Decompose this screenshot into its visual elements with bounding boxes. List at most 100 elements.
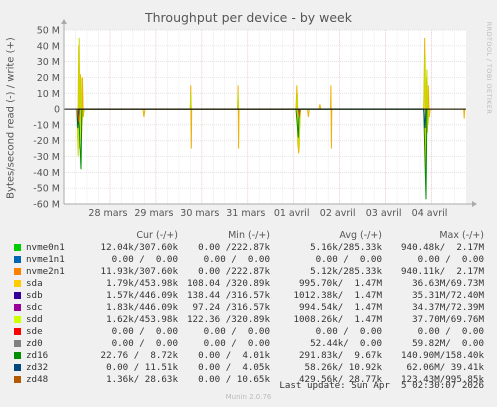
y-tick-label: -10 M — [33, 120, 60, 131]
legend-min: 0.00 / 4.05k — [198, 362, 270, 373]
legend-cur: 1.79k/453.98k — [106, 278, 178, 289]
legend-name: sde — [26, 326, 43, 337]
legend-avg: 5.16k/285.33k — [310, 242, 382, 253]
legend-header-max: Max (-/+) — [439, 230, 484, 241]
x-tick-label: 04 avril — [412, 208, 448, 219]
legend-max: 37.70M/69.76M — [412, 314, 484, 325]
legend-name: sdb — [26, 290, 43, 301]
legend-cur: 0.00 / 0.00 — [111, 326, 178, 337]
y-tick-label: 50 M — [37, 26, 60, 37]
legend-row-sda: sda 1.79k/453.98k 108.04 /320.89k 995.70k/ … — [0, 278, 497, 290]
legend-swatch — [14, 316, 21, 323]
legend-cur: 0.00 / 0.00 — [111, 254, 178, 265]
y-tick-label: 40 M — [37, 41, 60, 52]
legend-max: 0.00 / 0.00 — [417, 326, 484, 337]
last-update: Last update: Sun Apr 5 02:30:07 2026 — [279, 380, 484, 391]
legend-avg: 1008.26k/ 1.47M — [293, 314, 382, 325]
legend-min: 122.36 /320.89k — [187, 314, 270, 325]
legend-cur: 11.93k/307.60k — [100, 266, 178, 277]
legend-min: 108.04 /320.89k — [187, 278, 270, 289]
legend-min: 97.24 /316.57k — [192, 302, 270, 313]
legend-swatch — [14, 340, 21, 347]
legend-min: 0.00 / 4.01k — [198, 350, 270, 361]
legend-swatch — [14, 304, 21, 311]
legend-row-nvme2n1: nvme2n1 11.93k/307.60k 0.00 /222.87k 5.12k/… — [0, 266, 497, 278]
legend-cur: 1.62k/453.98k — [106, 314, 178, 325]
legend-cur: 1.83k/446.09k — [106, 302, 178, 313]
legend-name: sdc — [26, 302, 43, 313]
legend-name: zd32 — [26, 362, 49, 373]
series-line-sdd — [76, 37, 430, 157]
legend-max: 59.82M/ 0.00 — [412, 338, 484, 349]
x-tick-label: 03 avril — [366, 208, 402, 219]
legend-min: 0.00 / 10.65k — [198, 374, 270, 385]
legend-swatch — [14, 364, 21, 371]
legend-avg: 994.54k/ 1.47M — [299, 302, 382, 313]
legend-header-cur: Cur (-/+) — [136, 230, 178, 241]
plot-area — [64, 30, 466, 204]
legend-swatch — [14, 328, 21, 335]
y-tick-label: 30 M — [37, 57, 60, 68]
legend-row-zd48: zd48 1.36k/ 28.63k 0.00 / 10.65k 429.56k/ 2… — [0, 374, 497, 386]
legend-header-min: Min (-/+) — [228, 230, 270, 241]
legend-row-zd0: zd0 0.00 / 0.00 0.00 / 0.00 52.44k/ 0.00 59.… — [0, 338, 497, 350]
legend-max: 940.48k/ 2.17M — [401, 242, 484, 253]
x-tick-label: 31 mars — [226, 208, 265, 219]
series-line-zd16 — [76, 108, 428, 200]
x-tick-label: 29 mars — [134, 208, 173, 219]
legend-name: sda — [26, 278, 43, 289]
y-tick-label: -60 M — [33, 200, 60, 211]
legend-max: 35.31M/72.40M — [412, 290, 484, 301]
legend-cur: 0.00 / 0.00 — [111, 338, 178, 349]
legend-min: 0.00 / 0.00 — [203, 338, 270, 349]
legend-avg: 429.56k/ 28.77k — [299, 374, 382, 385]
legend-row-nvme0n1: nvme0n1 12.04k/307.60k 0.00 /222.87k 5.16k/… — [0, 242, 497, 254]
legend-row-sdc: sdc 1.83k/446.09k 97.24 /316.57k 994.54k/ 1… — [0, 302, 497, 314]
y-tick-label: -40 M — [33, 168, 60, 179]
legend-header-avg: Avg (-/+) — [339, 230, 382, 241]
legend-name: nvme0n1 — [26, 242, 65, 253]
legend-max: 0.00 / 0.00 — [417, 254, 484, 265]
legend-name: sdd — [26, 314, 43, 325]
x-axis-arrow — [472, 201, 477, 207]
legend-avg: 5.12k/285.33k — [310, 266, 382, 277]
legend-swatch — [14, 244, 21, 251]
legend-cur: 1.57k/446.09k — [106, 290, 178, 301]
legend-row-zd32: zd32 0.00 / 11.51k 0.00 / 4.05k 58.26k/ 10.… — [0, 362, 497, 374]
legend-max: 140.90M/158.40k — [401, 350, 484, 361]
y-tick-label: -50 M — [33, 184, 60, 195]
legend-min: 0.00 /222.87k — [198, 266, 270, 277]
legend-row-zd16: zd16 22.76 / 8.72k 0.00 / 4.01k 291.83k/ 9.… — [0, 350, 497, 362]
legend-header: Cur (-/+) Min (-/+) Avg (-/+) Max (-/+) — [0, 230, 497, 242]
legend-min: 0.00 /222.87k — [198, 242, 270, 253]
x-tick-label: 30 mars — [180, 208, 219, 219]
legend-max: 36.63M/69.73M — [412, 278, 484, 289]
y-tick-label: -30 M — [33, 152, 60, 163]
legend-row-sde: sde 0.00 / 0.00 0.00 / 0.00 0.00 / 0.00 0.00… — [0, 326, 497, 338]
chart-title: Throughput per device - by week — [145, 10, 352, 25]
legend-row-sdd: sdd 1.62k/453.98k 122.36 /320.89k 1008.26k/… — [0, 314, 497, 326]
legend-swatch — [14, 292, 21, 299]
y-tick-label: 0 — [54, 105, 60, 116]
legend-cur: 0.00 / 11.51k — [106, 362, 178, 373]
legend-avg: 0.00 / 0.00 — [315, 254, 382, 265]
legend-avg: 52.44k/ 0.00 — [310, 338, 382, 349]
legend-swatch — [14, 280, 21, 287]
legend-avg: 995.70k/ 1.47M — [299, 278, 382, 289]
legend-name: nvme1n1 — [26, 254, 65, 265]
legend-avg: 1012.38k/ 1.47M — [293, 290, 382, 301]
y-axis-arrow — [61, 19, 67, 24]
legend-name: nvme2n1 — [26, 266, 65, 277]
legend-cur: 22.76 / 8.72k — [100, 350, 178, 361]
x-tick-label: 01 avril — [274, 208, 310, 219]
legend-avg: 0.00 / 0.00 — [315, 326, 382, 337]
y-tick-label: -20 M — [33, 136, 60, 147]
x-tick-label: 02 avril — [320, 208, 356, 219]
legend-swatch — [14, 256, 21, 263]
legend-avg: 291.83k/ 9.67k — [299, 350, 382, 361]
legend-max: 123.43M/995.85k — [401, 374, 484, 385]
legend-name: zd48 — [26, 374, 49, 385]
y-tick-label: 20 M — [37, 73, 60, 84]
legend-cur: 1.36k/ 28.63k — [106, 374, 178, 385]
chart-plot: 50 M 40 M 30 M 20 M 10 M 0 -10 M -20 M -30 M -40 … — [33, 19, 477, 219]
